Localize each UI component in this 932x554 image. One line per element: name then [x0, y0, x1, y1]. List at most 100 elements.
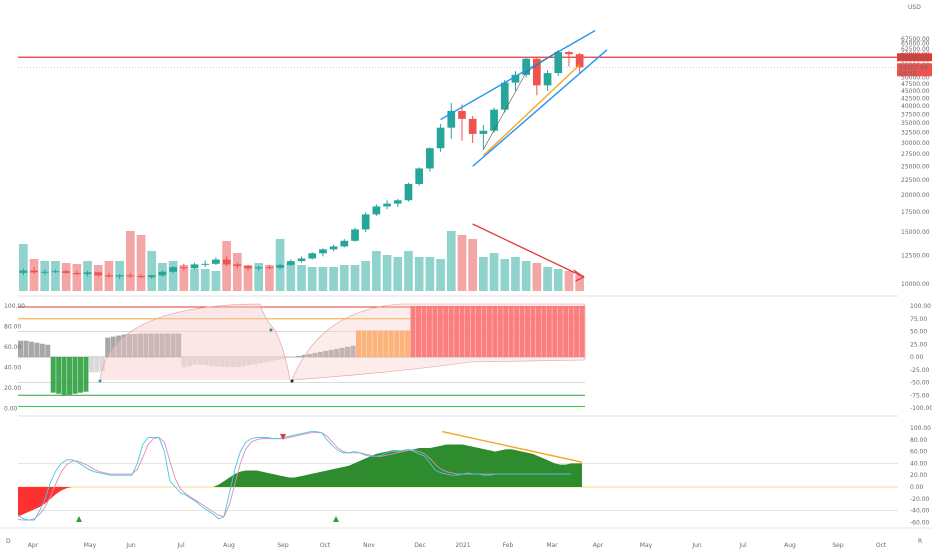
oscillator-bar [143, 333, 149, 357]
oscillator-bar [203, 357, 209, 366]
candle-body [265, 267, 274, 269]
oscillator-bar [432, 306, 438, 357]
oscillator-bar [279, 357, 285, 360]
volume-bar [243, 265, 253, 291]
oscillator-bar [110, 336, 116, 357]
price-tick-label: 30000.00 [901, 140, 930, 147]
candle-body [554, 52, 563, 74]
oscillator-bar [546, 306, 552, 357]
time-axis-label: Jul [738, 542, 747, 549]
time-axis-label: Oct [320, 542, 331, 549]
volume-bar [436, 259, 445, 291]
volume-bar [136, 235, 146, 291]
oscillator-bar [296, 355, 302, 357]
oscillator-bar [541, 306, 547, 357]
time-axis-label: Aug [784, 542, 796, 549]
candle-body [233, 264, 242, 267]
oscillator-bar [99, 357, 105, 372]
divergence-trend-line[interactable] [442, 430, 583, 463]
price-tick-label: 15000.00 [901, 229, 930, 236]
settings-corner-label[interactable]: R [918, 538, 923, 545]
osc1-right-tick: 25.00 [910, 341, 927, 348]
candle-body [169, 267, 177, 272]
oscillator-bar [568, 306, 574, 357]
volume-divergence-arrow[interactable] [472, 223, 582, 277]
timezone-corner-label[interactable]: D [6, 538, 11, 545]
candle-body [244, 266, 252, 269]
volume-bar [211, 271, 221, 291]
signal-dot [269, 328, 273, 332]
candle-body [319, 249, 327, 254]
time-axis-label: Sep [832, 542, 844, 549]
osc1-right-tick: -25.00 [910, 367, 930, 374]
candle-body [575, 54, 584, 68]
volume-bar [468, 239, 478, 291]
oscillator-bar [497, 306, 503, 357]
osc1-left-tick: 40.00 [4, 365, 21, 372]
volume-bar [382, 255, 392, 291]
osc1-right-tick: 100.00 [910, 303, 931, 310]
oscillator-bar [77, 357, 83, 393]
candle-body [393, 200, 402, 204]
candle-body [436, 127, 445, 149]
candle-body [458, 110, 466, 119]
price-tick-label: 27500.00 [901, 151, 930, 158]
candle-body [83, 272, 92, 275]
oscillator-bar [323, 350, 329, 357]
candle-body [126, 275, 135, 277]
candle-body [94, 272, 103, 276]
volume-bar [372, 251, 381, 291]
oscillator-bar [67, 357, 73, 395]
candle-body [254, 267, 263, 269]
oscillator-bar [377, 330, 383, 357]
sell-signal-marker [280, 434, 286, 440]
oscillator-bar [230, 357, 236, 368]
price-tick-label: 67500.00 [901, 36, 930, 43]
volume-bar [532, 263, 542, 291]
oscillator-bar [34, 342, 40, 357]
oscillator-bar [165, 333, 171, 357]
volume-bar [40, 261, 50, 291]
oscillator-bar [345, 346, 351, 357]
support-trend-line[interactable] [482, 64, 581, 157]
candle-body [286, 261, 295, 265]
osc1-left-tick: 0.00 [4, 406, 18, 413]
volume-bar [511, 257, 520, 291]
current-price-tag [897, 53, 932, 62]
osc1-right-tick: 75.00 [910, 316, 927, 323]
volume-bar [564, 271, 574, 291]
oscillator-bar [394, 330, 400, 357]
axes-layer: 62500.0060000.0057500.0055000.0052500.00… [0, 36, 932, 549]
oscillator-bar [399, 330, 405, 357]
shaded-arc-2 [291, 303, 586, 381]
channel-lower-line[interactable] [472, 49, 608, 167]
oscillator-bar [159, 333, 165, 357]
volume-bar [500, 259, 510, 291]
oscillator-bar [192, 357, 198, 365]
volume-bar [339, 265, 349, 291]
candle-body [468, 118, 477, 134]
osc2-right-tick: 20.00 [910, 472, 927, 479]
oscillator-bar [563, 306, 569, 357]
candle-body [40, 271, 49, 273]
volume-bar [479, 257, 488, 291]
oscillator-bar [334, 348, 340, 357]
candle-body [329, 246, 338, 250]
candle-body [372, 206, 381, 215]
oscillator-bar [459, 306, 465, 357]
time-axis-label: Dec [414, 542, 426, 549]
oscillator-bar [170, 333, 176, 357]
osc2-right-tick: 40.00 [910, 460, 927, 467]
candle-body [19, 270, 28, 273]
candle-body [105, 275, 113, 277]
price-tick-label: 40000.00 [901, 103, 930, 110]
channel-upper-line[interactable] [440, 29, 596, 121]
oscillator-bar [50, 357, 56, 393]
volume-bar [147, 251, 157, 291]
candle-body [479, 130, 488, 134]
oscillator-bar [574, 306, 580, 357]
candle-body [565, 52, 573, 55]
price-tick-label: 65000.00 [901, 41, 930, 48]
volume-bar [200, 269, 210, 291]
